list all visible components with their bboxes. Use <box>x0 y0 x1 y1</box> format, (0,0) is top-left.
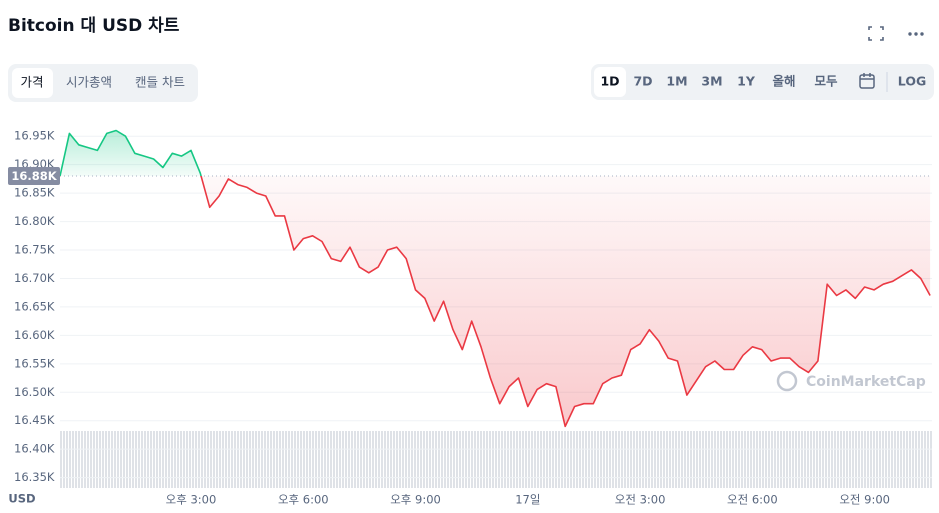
range-button[interactable]: 올해 <box>772 74 795 89</box>
tab[interactable]: 시가총액 <box>66 75 112 90</box>
x-tick-label: 17일 <box>515 493 540 507</box>
x-tick-label: 오전 9:00 <box>839 493 890 507</box>
chart-title: Bitcoin 대 USD 차트 <box>8 16 180 36</box>
y-tick-label: 16.75K <box>14 243 55 257</box>
y-unit: USD <box>8 492 35 506</box>
range-selected-bg <box>594 67 626 97</box>
y-tick-label: 16.45K <box>14 413 55 427</box>
y-tick-label: 16.65K <box>14 299 55 313</box>
tab-group <box>8 64 198 102</box>
y-tick-label: 16.40K <box>14 442 55 456</box>
log-button[interactable]: LOG <box>898 74 926 89</box>
reference-label: 16.88K <box>11 169 57 183</box>
watermark: CoinMarketCap <box>776 370 926 392</box>
x-tick-label: 오후 6:00 <box>278 493 329 507</box>
x-tick-label: 오전 6:00 <box>727 493 778 507</box>
reference-label-bg <box>8 167 60 186</box>
area-below <box>60 176 931 427</box>
y-tick-label: 16.35K <box>14 470 55 484</box>
range-button[interactable]: 3M <box>701 74 722 89</box>
x-tick-label: 오후 9:00 <box>390 493 441 507</box>
range-button[interactable]: 1D <box>600 74 619 89</box>
y-tick-label: 16.70K <box>14 271 55 285</box>
y-tick-label: 16.55K <box>14 356 55 370</box>
y-tick-label: 16.60K <box>14 328 55 342</box>
range-button[interactable]: 1M <box>666 74 687 89</box>
range-group <box>591 64 934 100</box>
y-tick-label: 16.50K <box>14 385 55 399</box>
y-tick-label: 16.80K <box>14 214 55 228</box>
range-button[interactable]: 1Y <box>737 74 756 89</box>
area-above <box>60 130 931 177</box>
calendar-button[interactable] <box>859 73 875 89</box>
watermark-text: CoinMarketCap <box>806 374 926 390</box>
price-line-below <box>60 176 931 428</box>
tab-selected-bg <box>12 68 53 98</box>
y-tick-label: 16.95K <box>14 129 55 143</box>
x-tick-label: 오전 3:00 <box>615 493 666 507</box>
range-button[interactable]: 모두 <box>814 74 838 89</box>
x-tick-label: 오후 3:00 <box>166 493 217 507</box>
more-button[interactable] <box>908 32 924 36</box>
volume-band <box>60 431 932 488</box>
range-button[interactable]: 7D <box>633 74 652 89</box>
tab[interactable]: 가격 <box>20 75 43 90</box>
tab[interactable]: 캔들 차트 <box>135 75 185 90</box>
fullscreen-button[interactable] <box>868 26 884 41</box>
y-tick-label: 16.85K <box>14 186 55 200</box>
